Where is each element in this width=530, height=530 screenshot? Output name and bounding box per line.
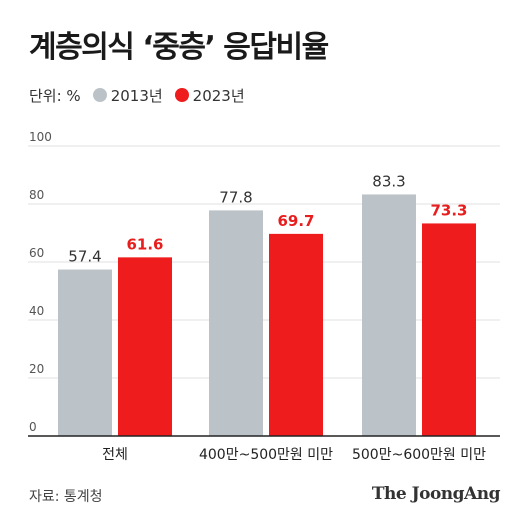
- source-note: 자료: 통계청: [29, 489, 103, 505]
- x-tick-label: 500만~600만원 미만: [352, 447, 486, 463]
- y-tick-label: 40: [29, 304, 44, 318]
- y-tick-label: 0: [29, 420, 37, 434]
- y-tick-label: 60: [29, 246, 44, 260]
- data-label: 73.3: [430, 201, 467, 219]
- legend-item-2013: 2013년: [92, 85, 163, 106]
- y-tick-label: 80: [29, 188, 44, 202]
- x-tick-label: 전체: [102, 447, 128, 463]
- legend-swatch-2013: [92, 88, 107, 102]
- data-label: 69.7: [277, 212, 314, 230]
- bar-2023: [422, 223, 476, 436]
- x-tick-label: 400만~500만원 미만: [199, 447, 333, 463]
- bar-2013: [58, 269, 112, 436]
- data-label: 57.4: [68, 248, 101, 266]
- brand-logo: The JoongAng: [371, 484, 501, 504]
- bar-2023: [269, 233, 323, 436]
- legend: 단위: % 2013년 2023년: [29, 84, 245, 106]
- data-label: 83.3: [372, 172, 405, 190]
- legend-label-2023: 2023년: [192, 86, 245, 105]
- legend-item-2023: 2023년: [174, 85, 245, 106]
- unit-label: 단위: %: [29, 86, 81, 105]
- chart-title: 계층의식 ‘중층’ 응답비율: [29, 30, 329, 65]
- bar-2023: [118, 257, 172, 436]
- y-tick-label: 20: [29, 362, 44, 376]
- legend-swatch-2023: [174, 88, 189, 102]
- legend-label-2013: 2013년: [110, 86, 163, 105]
- y-tick-label: 100: [29, 130, 52, 144]
- bar-2013: [362, 194, 416, 436]
- data-label: 77.8: [219, 188, 252, 206]
- bar-2013: [209, 210, 263, 436]
- data-label: 61.6: [126, 235, 163, 253]
